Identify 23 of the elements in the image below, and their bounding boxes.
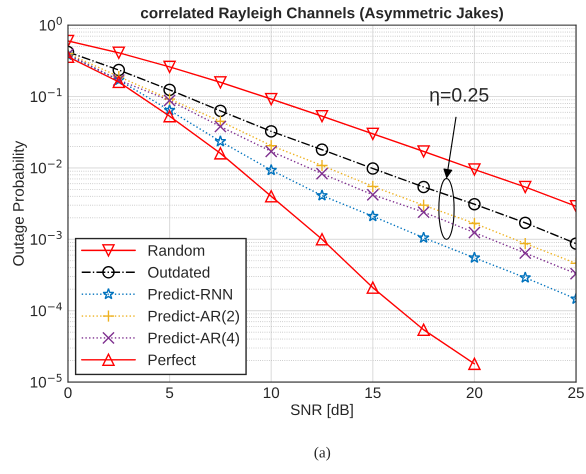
- x-tick-label: 5: [166, 387, 174, 398]
- legend-label: Perfect: [148, 354, 196, 366]
- y-tick-label: 10$^{−2}$: [30, 160, 62, 174]
- x-tick-label: 20: [466, 387, 482, 398]
- y-tick-label: 10$^{−5}$: [30, 374, 62, 388]
- x-tick-label: 25: [568, 387, 584, 398]
- x-tick-label: 10: [264, 387, 280, 398]
- x-axis-title: SNR [dB]: [290, 404, 353, 418]
- legend-label: Random: [148, 244, 204, 256]
- y-axis-title: Outage Probability: [12, 140, 27, 266]
- x-tick-label: 0: [64, 387, 72, 398]
- legend-label: Predict-AR(2): [148, 310, 240, 325]
- y-tick-label: 10$^{−4}$: [30, 302, 62, 316]
- text: (a): [314, 446, 330, 461]
- y-tick-label: 10$^{−3}$: [30, 230, 62, 245]
- y-tick-label: 10$^{0}$: [40, 16, 62, 31]
- legend-label: Predict-AR(4): [148, 332, 240, 346]
- x-tick-label: 15: [365, 387, 381, 398]
- y-tick-label: 10$^{−1}$: [30, 88, 62, 102]
- chart-title: correlated Rayleigh Channels (Asymmetric Jakes): [140, 7, 503, 22]
- legend-label: Predict-RNN: [148, 288, 232, 300]
- legend-label: Outdated: [148, 266, 210, 278]
- annotation: η=0.25: [430, 88, 488, 106]
